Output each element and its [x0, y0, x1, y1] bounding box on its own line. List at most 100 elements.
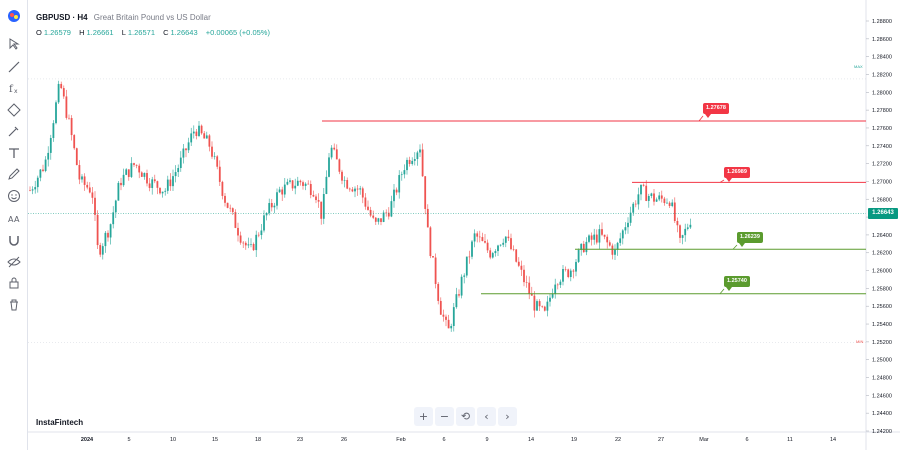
reset-button[interactable]: ⟲	[456, 407, 475, 426]
level-callout-1	[698, 115, 704, 122]
candle-body	[330, 147, 333, 158]
candle-body	[590, 235, 593, 240]
candle-body	[372, 215, 375, 218]
brand-watermark: InstaFintech	[36, 418, 84, 427]
candle-body	[179, 157, 182, 169]
candle-body	[686, 227, 689, 229]
time-tick-label: 5	[127, 437, 130, 443]
time-tick-label: 27	[658, 437, 664, 443]
time-tick-label: 11	[787, 437, 793, 443]
candle-body	[117, 182, 120, 201]
candle-body	[309, 184, 312, 195]
level-label-3[interactable]: 1.26239	[737, 232, 763, 247]
price-tick-label: 1.27600	[872, 126, 892, 132]
eye-off-icon[interactable]	[3, 252, 25, 272]
trash-icon[interactable]	[3, 295, 25, 315]
symbol-name[interactable]: GBPUSD · H4	[36, 13, 88, 22]
candle-body	[286, 181, 289, 185]
candle-body	[419, 149, 421, 153]
candle-body	[663, 198, 666, 204]
candle-body	[320, 201, 323, 219]
candle-body	[593, 234, 596, 240]
candle-body	[172, 176, 174, 187]
scroll-forward-button[interactable]: ›	[498, 407, 517, 426]
candle-body	[478, 236, 481, 238]
candle-body	[130, 163, 133, 177]
candle-body	[476, 233, 479, 237]
candle-body	[338, 159, 341, 172]
candle-body	[242, 242, 245, 244]
emoji-icon[interactable]	[3, 186, 25, 206]
symbol-legend: GBPUSD · H4 Great Britain Pound vs US Do…	[36, 11, 276, 40]
candle-body	[276, 192, 278, 206]
candle-body	[637, 194, 640, 205]
magnet-icon[interactable]	[3, 230, 25, 250]
candle-body	[382, 212, 385, 222]
price-tick-label: 1.28400	[872, 55, 892, 61]
logo-icon[interactable]	[3, 6, 25, 26]
chart-navigation: + − ⟲ ‹ ›	[414, 407, 517, 427]
lock-icon[interactable]	[3, 273, 25, 293]
zoom-in-button[interactable]: +	[414, 407, 433, 426]
pattern-icon[interactable]	[3, 100, 25, 120]
candle-body	[159, 187, 161, 194]
candle-body	[616, 242, 619, 250]
candle-body	[52, 123, 55, 138]
price-axis[interactable]: 1.28800 1.28600 1.28400 1.28200 1.28000 1.278…	[866, 19, 892, 435]
candle-body	[556, 284, 559, 286]
svg-text:A: A	[14, 215, 20, 224]
candle-body	[211, 146, 213, 157]
pencil-icon[interactable]	[3, 164, 25, 184]
price-tick-label: 1.25200	[872, 340, 892, 346]
min-marker: MIN	[856, 339, 864, 344]
scroll-back-button[interactable]: ‹	[477, 407, 496, 426]
level-label-2[interactable]: 1.26989	[724, 167, 750, 182]
price-tick-label: 1.28200	[872, 72, 892, 78]
level-label-4[interactable]: 1.25740	[724, 276, 750, 291]
candle-body	[268, 203, 271, 214]
trendline-icon[interactable]	[3, 57, 25, 77]
candle-body	[374, 217, 377, 222]
time-tick-label: 6	[442, 437, 445, 443]
candle-body	[595, 234, 598, 243]
candle-body	[458, 294, 460, 296]
candle-body	[577, 249, 580, 262]
text-icon[interactable]	[3, 143, 25, 163]
candle-body	[247, 244, 250, 246]
cursor-icon[interactable]	[3, 34, 25, 54]
candle-body	[99, 245, 102, 255]
candle-body	[512, 249, 515, 250]
candle-body	[213, 156, 216, 157]
candle-body	[533, 295, 536, 311]
zoom-out-button[interactable]: −	[435, 407, 454, 426]
price-tick-label: 1.26000	[872, 269, 892, 275]
candle-body	[42, 169, 44, 171]
brush-icon[interactable]	[3, 121, 25, 141]
time-axis[interactable]: 2024 5 10 15 18 23 26 Feb 6 9 14 19 22 27 Mar 6 11 14	[81, 437, 836, 443]
price-tick-label: 1.26800	[872, 197, 892, 203]
level-label-1[interactable]: 1.27678	[703, 103, 729, 118]
candle-body	[608, 242, 611, 246]
candle-body	[143, 173, 146, 177]
candle-body	[302, 182, 304, 186]
candle-body	[624, 227, 627, 231]
candle-body	[432, 256, 434, 258]
candle-body	[403, 170, 406, 175]
candle-body	[668, 202, 671, 207]
candle-body	[380, 218, 382, 222]
candle-body	[333, 147, 336, 150]
candle-body	[307, 183, 310, 185]
candle-body	[203, 133, 206, 139]
candle-body	[489, 250, 492, 258]
candle-body	[49, 137, 52, 153]
current-price-tag: 1.26643	[868, 208, 898, 219]
candle-body	[291, 180, 294, 189]
candle-body	[156, 181, 159, 188]
candle-body	[611, 245, 614, 255]
candle-body	[377, 218, 380, 222]
candle-body	[658, 195, 661, 200]
candle-body	[507, 236, 510, 239]
